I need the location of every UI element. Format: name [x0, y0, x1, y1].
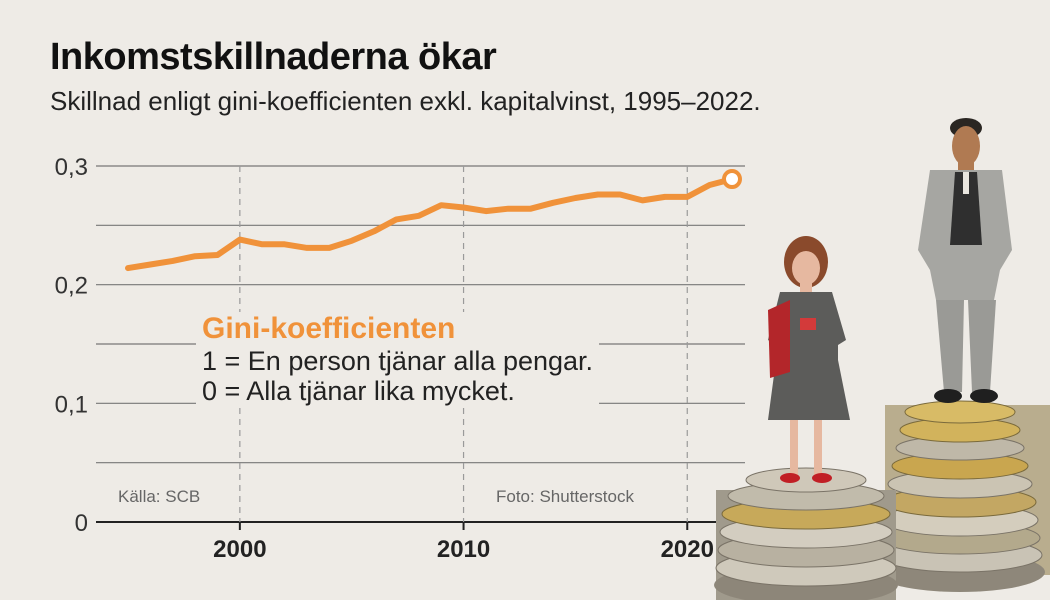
- series-group: [125, 169, 742, 272]
- series-line: [125, 176, 735, 272]
- page-subtitle: Skillnad enligt gini-koefficienten exkl.…: [50, 86, 761, 116]
- coin-stack-right: [875, 400, 1050, 592]
- x-tick-labels: 2000 2010 2020: [213, 536, 714, 563]
- end-point-marker: [722, 169, 742, 190]
- x-tick-label: 2020: [661, 536, 714, 563]
- legend-line-2: 0 = Alla tjänar lika mycket.: [202, 376, 515, 406]
- y-tick-label: 0,1: [55, 391, 88, 418]
- legend-box: Gini-koefficienten 1 = En person tjänar …: [196, 312, 600, 406]
- y-tick-label: 0,3: [55, 154, 88, 181]
- photo-illustration: [714, 118, 1050, 600]
- y-tick-label: 0,2: [55, 273, 88, 300]
- page-title: Inkomstskillnaderna ökar: [50, 36, 497, 78]
- woman-figurine: [768, 236, 850, 483]
- source-credit: Källa: SCB: [118, 487, 201, 506]
- legend-title: Gini-koefficienten: [202, 312, 456, 345]
- y-tick-labels: 0 0,1 0,2 0,3: [55, 154, 88, 537]
- y-tick-label: 0: [75, 510, 88, 537]
- coin-stack-left: [714, 467, 898, 600]
- photo-credit: Foto: Shutterstock: [496, 487, 634, 506]
- x-tick-label: 2010: [437, 536, 490, 563]
- man-figurine: [918, 118, 1012, 403]
- x-tick-label: 2000: [213, 536, 266, 563]
- legend-line-1: 1 = En person tjänar alla pengar.: [202, 346, 594, 376]
